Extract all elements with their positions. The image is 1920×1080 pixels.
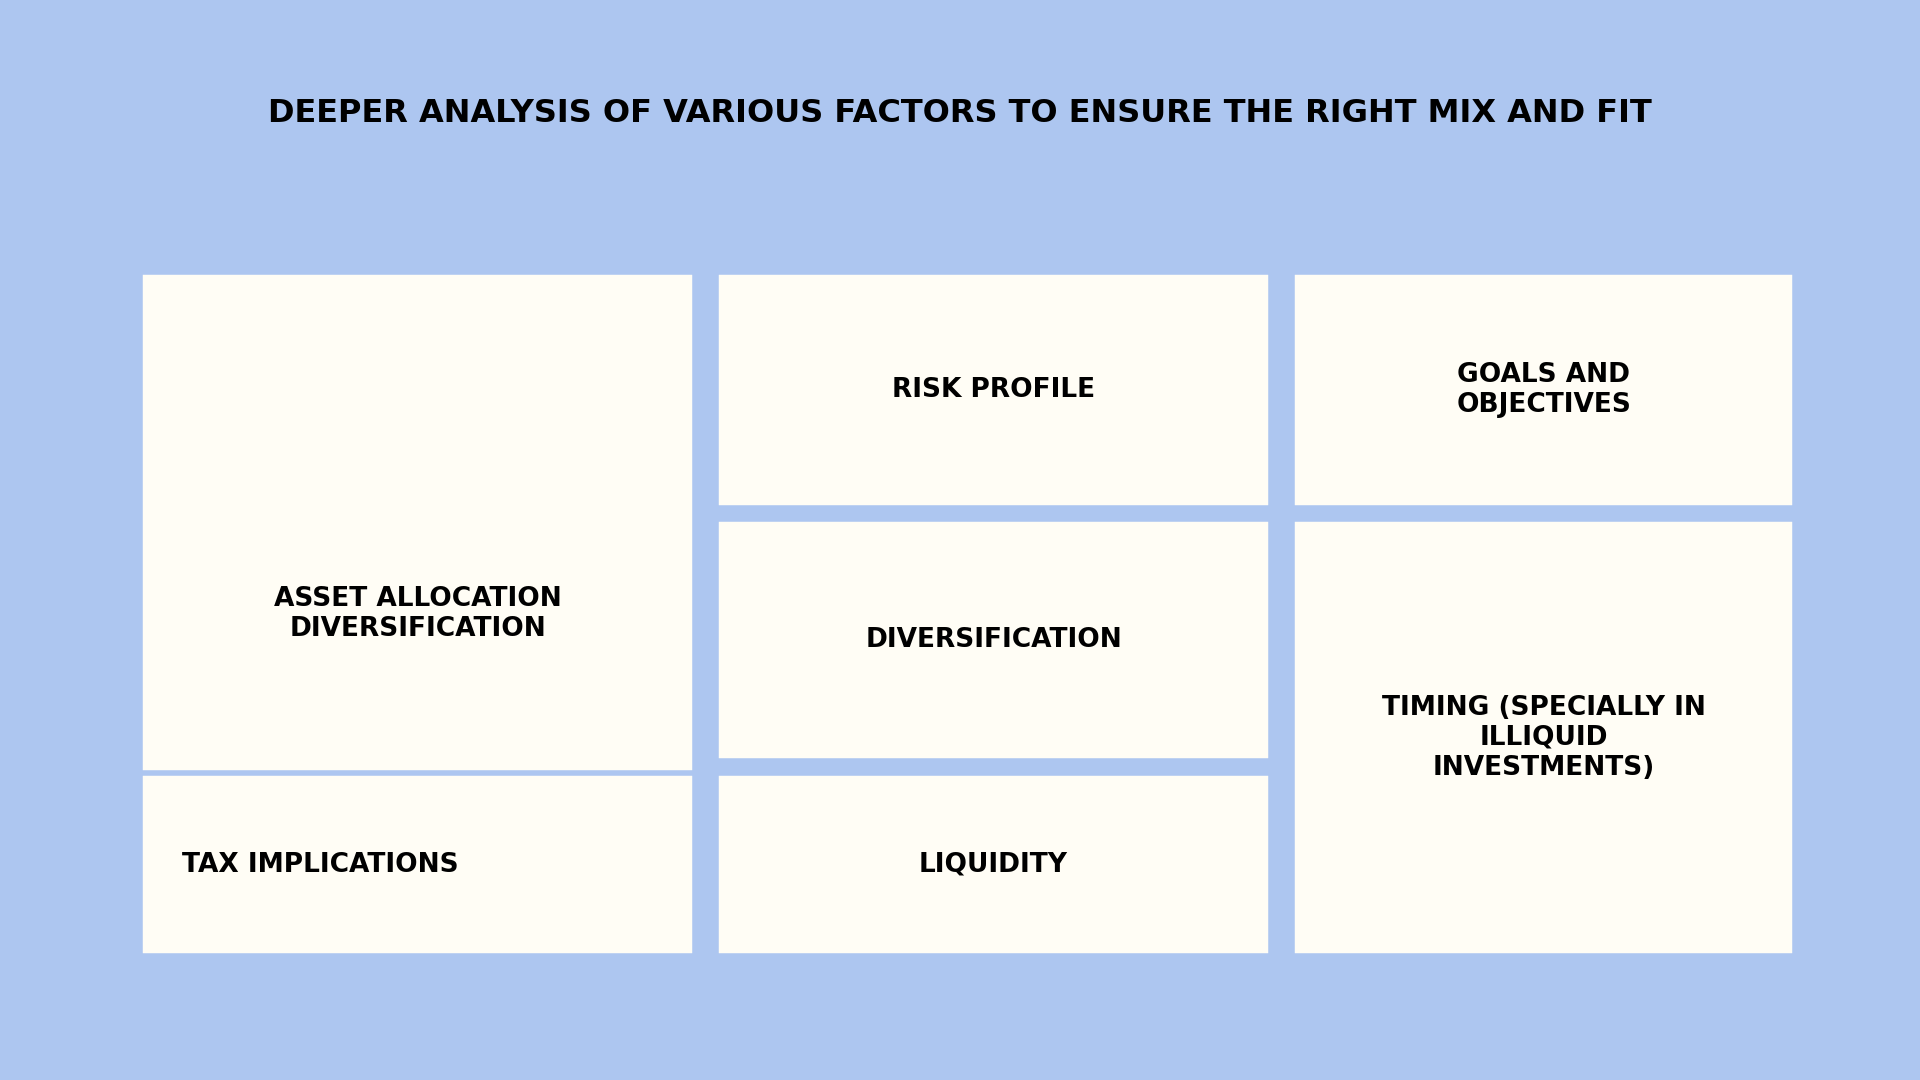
FancyBboxPatch shape [716,272,1271,508]
FancyBboxPatch shape [140,773,695,956]
Text: GOALS AND
OBJECTIVES: GOALS AND OBJECTIVES [1455,362,1632,418]
Text: DIVERSIFICATION: DIVERSIFICATION [866,627,1121,653]
FancyBboxPatch shape [1292,272,1795,508]
Text: RISK PROFILE: RISK PROFILE [893,377,1094,403]
Text: DEEPER ANALYSIS OF VARIOUS FACTORS TO ENSURE THE RIGHT MIX AND FIT: DEEPER ANALYSIS OF VARIOUS FACTORS TO EN… [269,98,1651,129]
Text: ASSET ALLOCATION
DIVERSIFICATION: ASSET ALLOCATION DIVERSIFICATION [275,586,561,642]
FancyBboxPatch shape [716,773,1271,956]
FancyBboxPatch shape [716,519,1271,761]
FancyBboxPatch shape [140,272,695,956]
Text: LIQUIDITY: LIQUIDITY [920,851,1068,878]
Text: TIMING (SPECIALLY IN
ILLIQUID
INVESTMENTS): TIMING (SPECIALLY IN ILLIQUID INVESTMENT… [1382,694,1705,781]
FancyBboxPatch shape [1292,519,1795,956]
Text: TAX IMPLICATIONS: TAX IMPLICATIONS [182,851,459,878]
